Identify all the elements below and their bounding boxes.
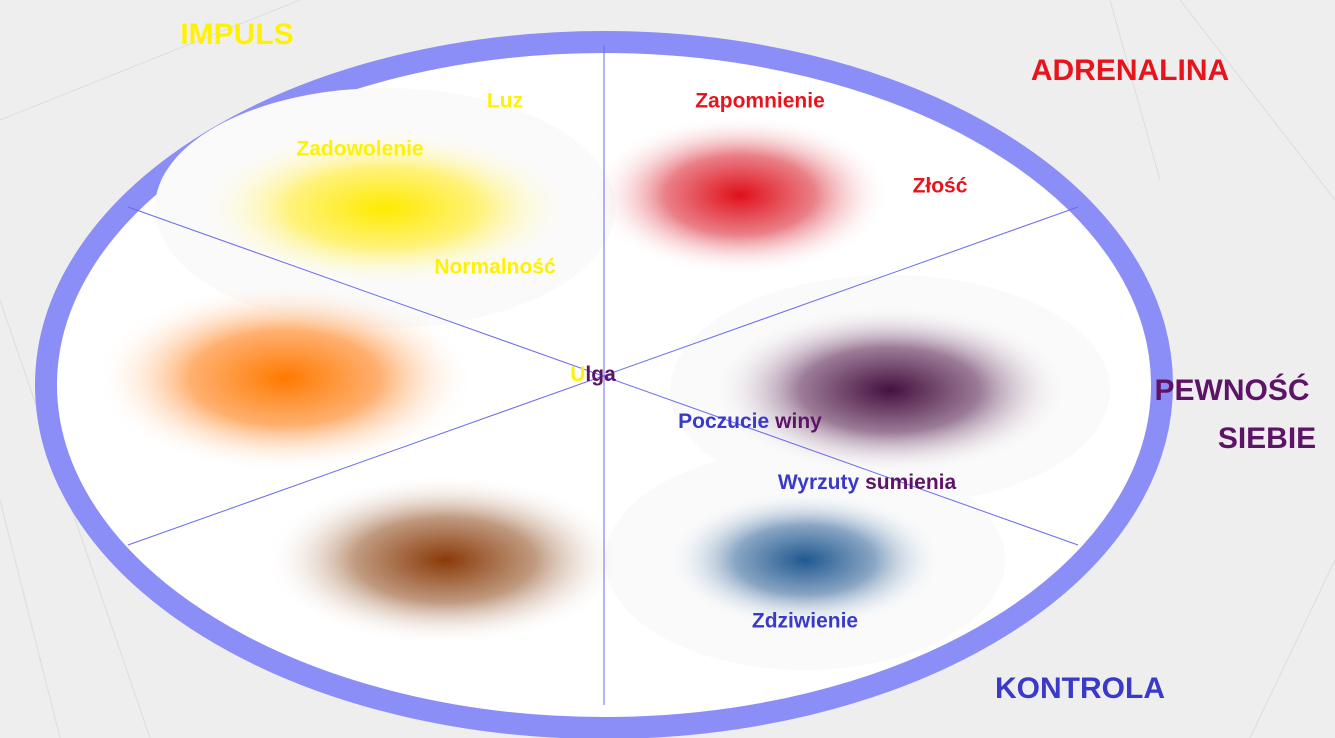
label-part: lga (585, 363, 616, 386)
corner-label: SIEBIE (1218, 422, 1316, 455)
corner-label: KONTROLA (995, 672, 1165, 705)
emotion-label: Normalność (434, 256, 556, 279)
label-part: U (570, 363, 585, 386)
emotion-label: Złość (913, 175, 968, 198)
label-part: winy (774, 410, 822, 433)
blob-orange (95, 283, 475, 473)
blob-purple (710, 305, 1070, 475)
corner-label: PEWNOŚĆ (1154, 373, 1309, 407)
emotion-label: Ulga (570, 363, 616, 386)
blob-brown (265, 475, 625, 645)
emotion-label: Luz (487, 90, 523, 113)
corner-label: IMPULS (180, 18, 293, 51)
label-part: Poczucie (678, 410, 769, 433)
blob-yellow (195, 128, 575, 288)
emotion-label: Poczucie winy (678, 410, 822, 433)
blob-red (590, 115, 890, 275)
emotion-label: Wyrzuty sumienia (778, 471, 957, 494)
emotion-label: Zapomnienie (695, 90, 825, 113)
dividers (127, 45, 1079, 705)
label-part: sumienia (865, 471, 956, 494)
emotion-label: Zdziwienie (752, 610, 858, 633)
blob-blue (665, 490, 945, 630)
corner-label: ADRENALINA (1031, 54, 1229, 87)
label-part: Wyrzuty (778, 471, 860, 494)
emotion-label: Zadowolenie (296, 138, 423, 161)
